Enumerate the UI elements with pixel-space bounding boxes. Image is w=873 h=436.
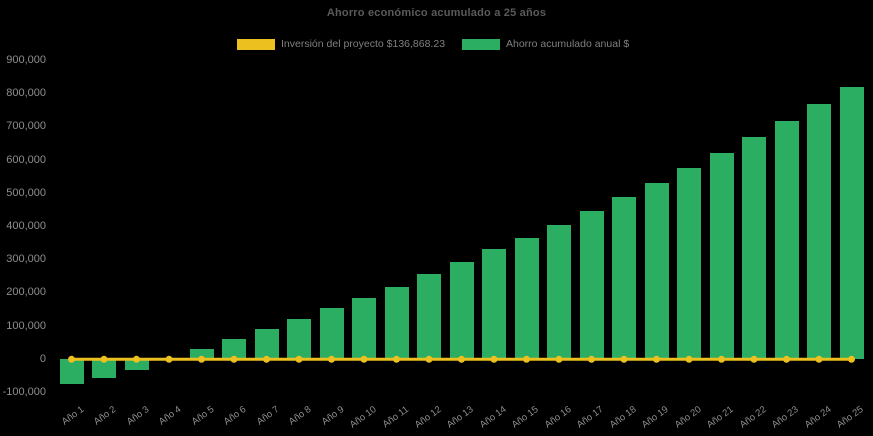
bar-ano-6 (222, 339, 246, 360)
bar-ano-11 (384, 286, 409, 360)
bar-ano-9 (319, 308, 344, 360)
investment-marker-ano-18 (620, 355, 628, 363)
investment-marker-ano-7 (263, 355, 270, 363)
y-axis-tick-label-0: 0 (39, 352, 46, 365)
bar-ano-8 (287, 319, 311, 360)
investment-marker-ano-4 (165, 355, 173, 363)
y-axis-tick-label-100000: 100,000 (6, 319, 46, 332)
bar-ano-16 (547, 224, 571, 360)
y-axis-tick-label-200000: 200,000 (6, 286, 46, 299)
investment-marker-ano-10 (360, 355, 368, 363)
y-axis-tick-label-800000: 800,000 (6, 87, 46, 100)
investment-marker-ano-24 (815, 355, 823, 363)
legend-label-savings: Ahorro acumulado anual $ (506, 38, 630, 50)
investment-marker-ano-21 (718, 355, 725, 363)
bar-ano-13 (449, 262, 474, 360)
bar-ano-17 (579, 210, 604, 360)
investment-marker-ano-12 (425, 355, 433, 363)
investment-marker-ano-17 (588, 355, 595, 363)
investment-marker-ano-25 (848, 355, 855, 363)
y-axis-tick-label-600000: 600,000 (6, 153, 46, 166)
investment-marker-ano-5 (198, 355, 205, 363)
bar-ano-14 (482, 249, 506, 360)
bar-ano-10 (352, 297, 376, 360)
bar-ano-20 (677, 167, 701, 360)
bar-ano-15 (514, 237, 539, 360)
bar-ano-5 (189, 349, 214, 360)
bar-ano-18 (612, 196, 636, 360)
bar-ano-7 (254, 329, 279, 360)
y-axis-tick-label--100000: -100,000 (2, 386, 46, 398)
investment-marker-ano-16 (555, 355, 563, 363)
investment-marker-ano-22 (750, 355, 758, 363)
investment-color-swatch-icon (237, 39, 275, 50)
bar-ano-25 (839, 87, 864, 360)
chart-title: Ahorro económico acumulado a 25 años (326, 7, 547, 19)
bar-ano-21 (709, 153, 734, 360)
y-axis-tick-label-900000: 900,000 (6, 54, 46, 66)
investment-marker-ano-15 (523, 355, 530, 363)
bar-ano-2 (92, 359, 116, 378)
bar-ano-22 (742, 136, 766, 360)
investment-marker-ano-2 (100, 355, 108, 363)
bar-ano-19 (644, 182, 669, 360)
bar-ano-23 (774, 120, 799, 360)
investment-marker-ano-19 (653, 355, 660, 363)
investment-marker-ano-14 (490, 355, 498, 363)
bar-ano-1 (59, 359, 84, 385)
investment-marker-ano-6 (230, 355, 238, 363)
y-axis-tick-label-500000: 500,000 (6, 186, 46, 199)
investment-marker-ano-9 (328, 355, 335, 363)
investment-marker-ano-11 (393, 355, 400, 363)
investment-marker-ano-8 (295, 355, 303, 363)
investment-marker-ano-23 (783, 355, 790, 363)
y-axis-tick-label-300000: 300,000 (6, 253, 46, 266)
bar-ano-12 (417, 274, 441, 360)
legend-label-investment: Inversión del proyecto $136,868.23 (281, 38, 446, 50)
savings-color-swatch-icon (462, 39, 500, 50)
y-axis-tick-label-700000: 700,000 (6, 120, 46, 133)
investment-marker-ano-3 (133, 355, 140, 363)
investment-marker-ano-20 (685, 355, 693, 363)
y-axis-tick-label-400000: 400,000 (6, 220, 46, 232)
bar-ano-24 (807, 103, 831, 360)
investment-marker-ano-1 (68, 355, 75, 363)
bar-ano-3 (124, 359, 149, 370)
investment-marker-ano-13 (458, 355, 465, 363)
